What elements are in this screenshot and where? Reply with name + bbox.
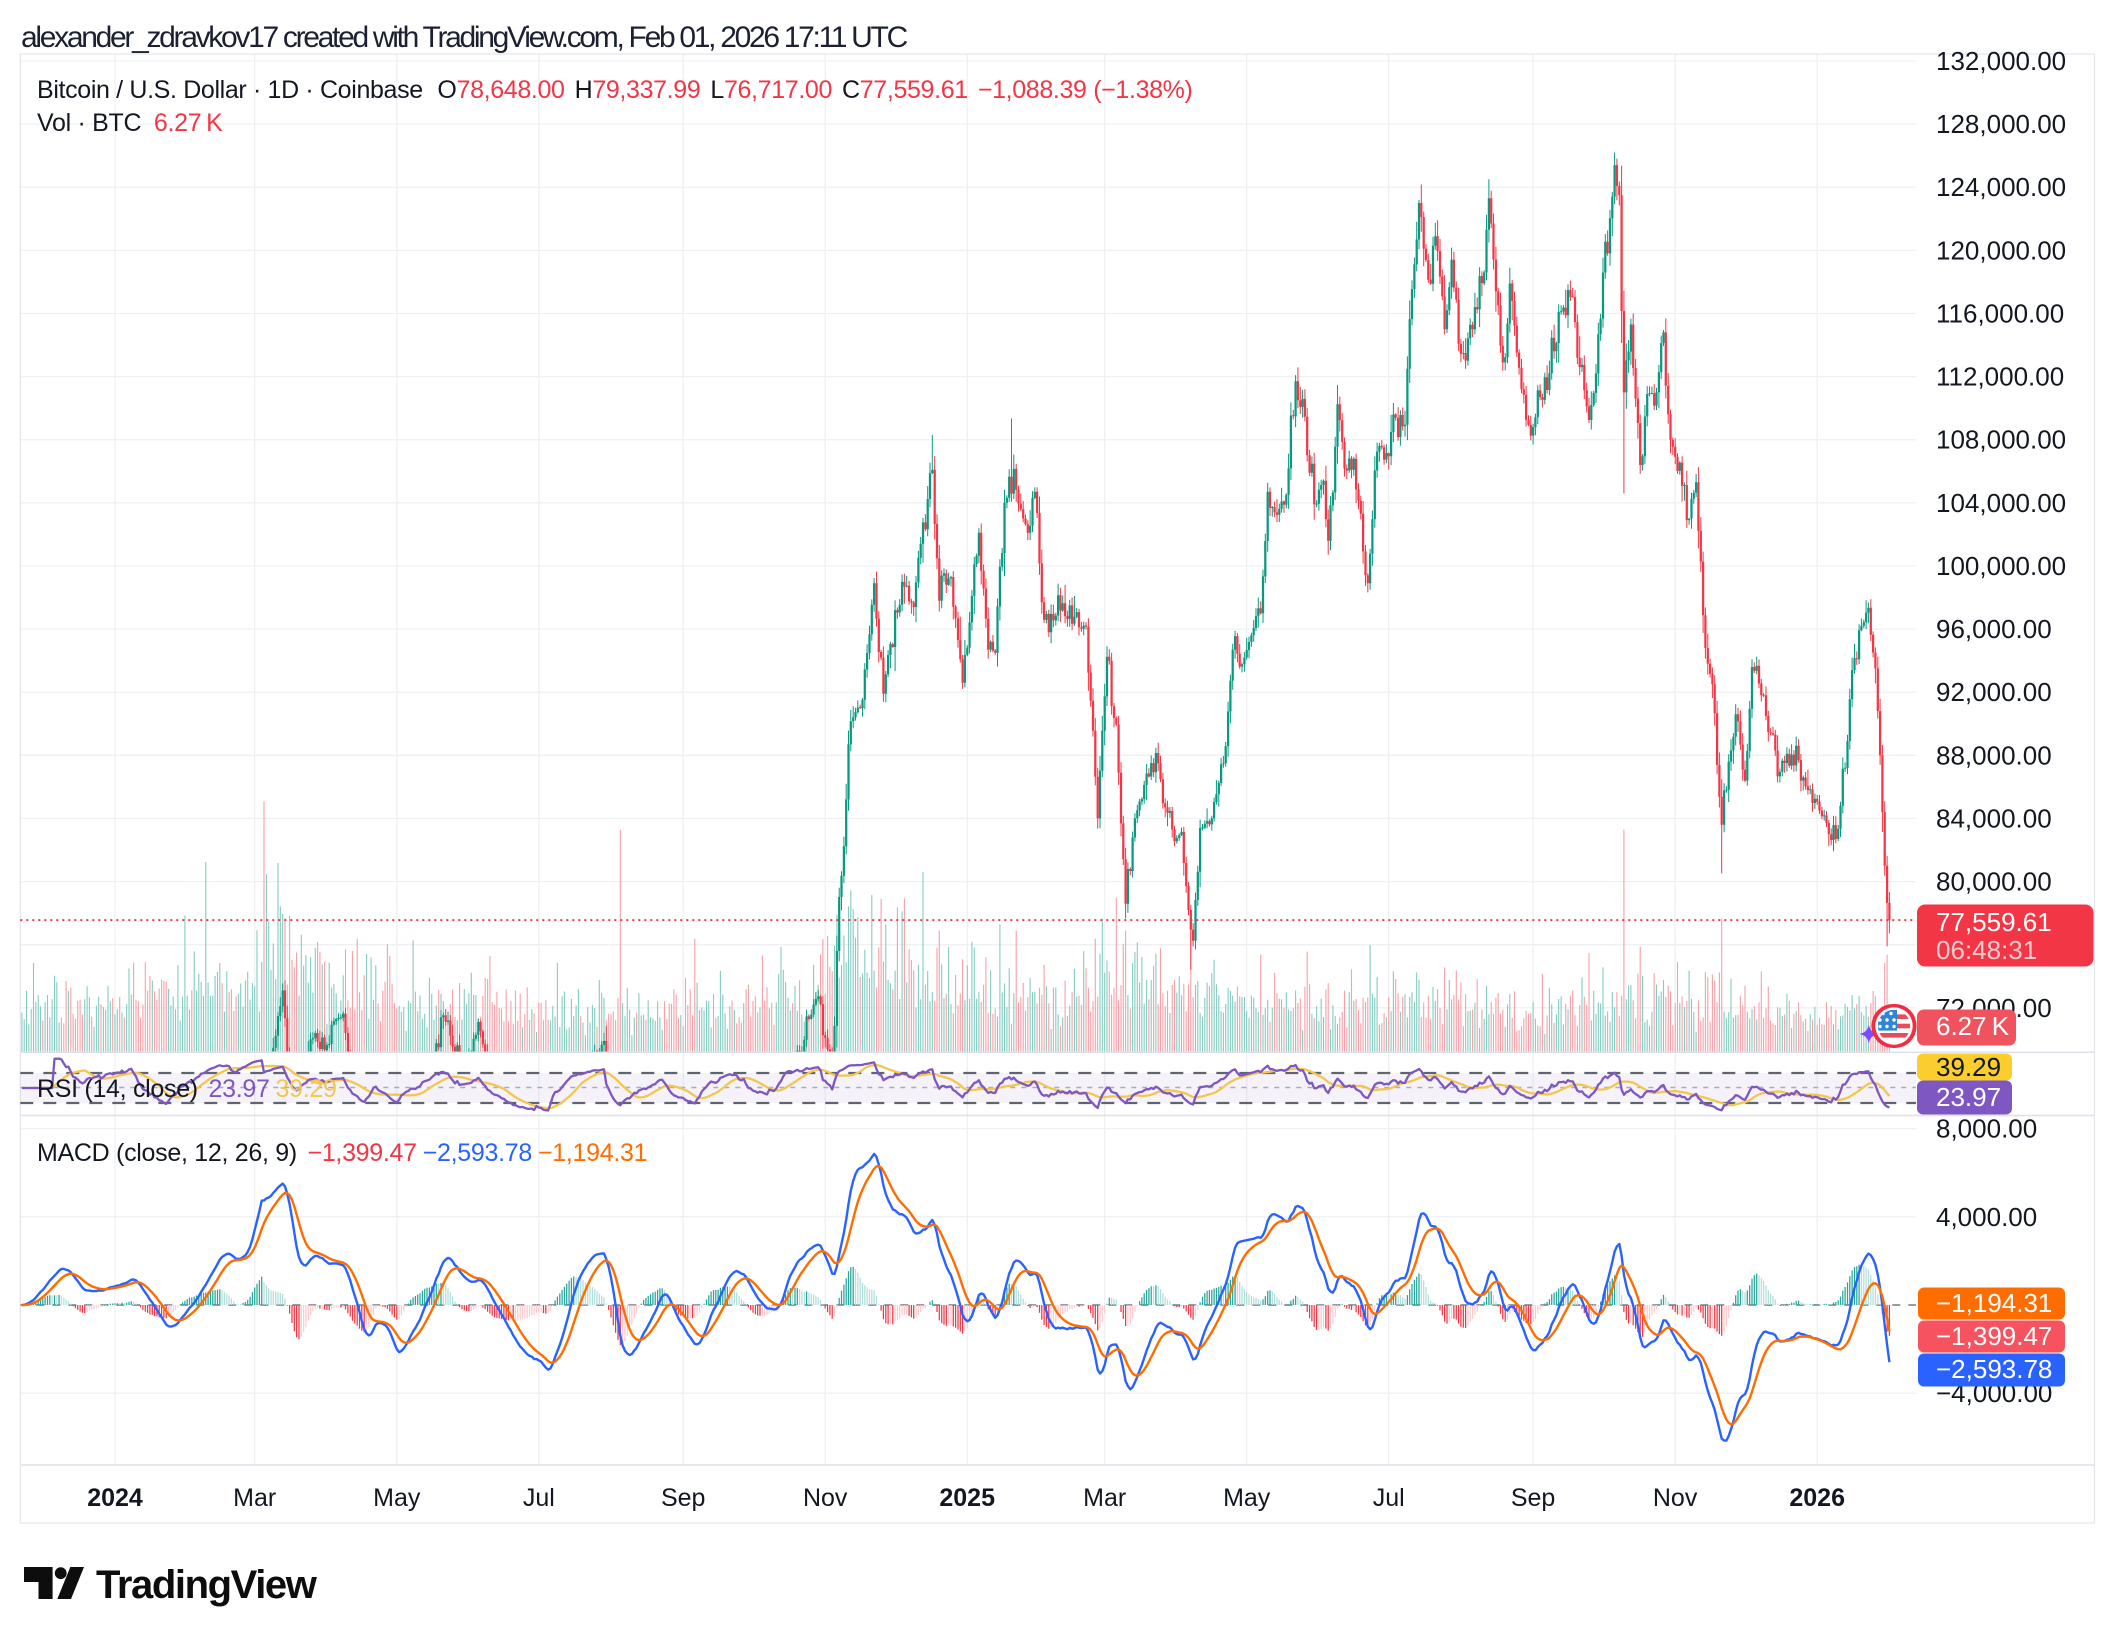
svg-text:Sep: Sep (661, 1484, 705, 1512)
svg-text:Nov: Nov (1653, 1484, 1698, 1512)
svg-text:−2,593.78: −2,593.78 (1936, 1354, 2052, 1384)
svg-text:116,000.00: 116,000.00 (1936, 299, 2064, 329)
svg-text:2024: 2024 (87, 1484, 143, 1512)
svg-text:06:48:31: 06:48:31 (1936, 935, 2037, 965)
svg-text:May: May (1223, 1484, 1271, 1512)
svg-text:104,000.00: 104,000.00 (1936, 488, 2066, 518)
svg-text:2026: 2026 (1789, 1484, 1845, 1512)
svg-text:May: May (373, 1484, 421, 1512)
svg-text:Mar: Mar (1083, 1484, 1126, 1512)
svg-text:112,000.00: 112,000.00 (1936, 362, 2064, 392)
svg-text:Jul: Jul (1373, 1484, 1405, 1512)
svg-text:−1,194.31: −1,194.31 (1936, 1288, 2052, 1318)
svg-text:Nov: Nov (803, 1484, 848, 1512)
svg-text:120,000.00: 120,000.00 (1936, 235, 2066, 265)
svg-text:84,000.00: 84,000.00 (1936, 803, 2052, 833)
svg-text:Bitcoin / U.S. Dollar · 1D · C: Bitcoin / U.S. Dollar · 1D · Coinbase O7… (37, 76, 1193, 104)
svg-text:6.27 K: 6.27 K (1936, 1011, 2010, 1041)
svg-text:Jul: Jul (523, 1484, 555, 1512)
svg-text:2025: 2025 (939, 1484, 995, 1512)
svg-text:39.29: 39.29 (1936, 1052, 2001, 1082)
svg-text:108,000.00: 108,000.00 (1936, 425, 2066, 455)
svg-text:8,000.00: 8,000.00 (1936, 1114, 2037, 1144)
svg-text:4,000.00: 4,000.00 (1936, 1202, 2037, 1232)
svg-text:Mar: Mar (233, 1484, 276, 1512)
svg-text:−1,399.47: −1,399.47 (1936, 1321, 2052, 1351)
svg-text:80,000.00: 80,000.00 (1936, 867, 2052, 897)
svg-text:124,000.00: 124,000.00 (1936, 172, 2066, 202)
svg-text:TradingView: TradingView (96, 1563, 318, 1607)
svg-text:MACD (close, 12, 26, 9) −1,399: MACD (close, 12, 26, 9) −1,399.47 −2,593.… (37, 1139, 647, 1167)
svg-text:96,000.00: 96,000.00 (1936, 614, 2052, 644)
svg-text:77,559.61: 77,559.61 (1936, 907, 2052, 937)
svg-text:Vol · BTC 6.27 K: Vol · BTC 6.27 K (37, 109, 223, 137)
svg-text:23.97: 23.97 (1936, 1082, 2001, 1112)
svg-text:alexander_zdravkov17 created w: alexander_zdravkov17 created with Tradin… (21, 21, 908, 54)
svg-text:128,000.00: 128,000.00 (1936, 109, 2066, 139)
svg-text:Sep: Sep (1511, 1484, 1555, 1512)
svg-text:88,000.00: 88,000.00 (1936, 740, 2052, 770)
svg-text:100,000.00: 100,000.00 (1936, 551, 2066, 581)
svg-text:92,000.00: 92,000.00 (1936, 677, 2052, 707)
svg-text:132,000.00: 132,000.00 (1936, 46, 2066, 76)
